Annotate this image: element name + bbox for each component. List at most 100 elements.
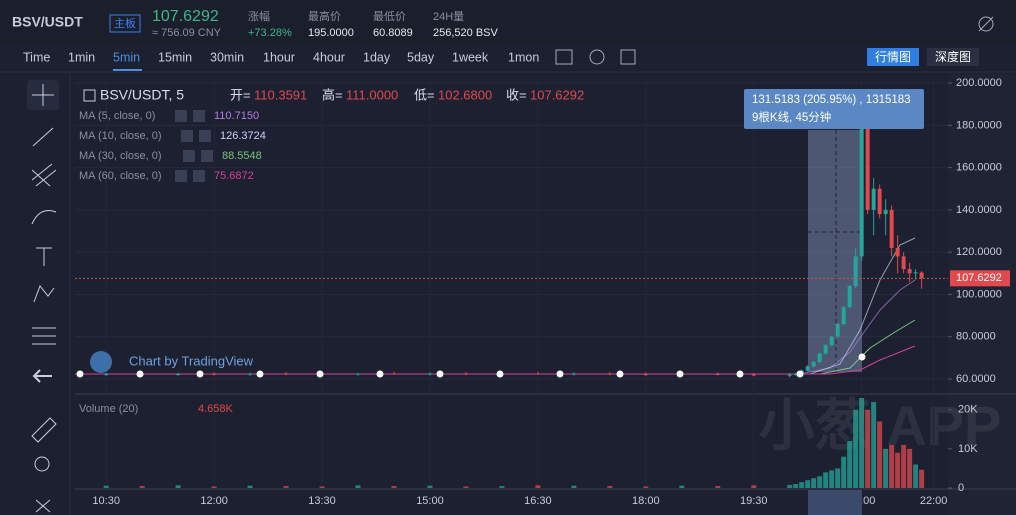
x-tick-label: 10:30 [92, 495, 120, 507]
interval[interactable]: 1week [452, 50, 489, 64]
ohlc-value: 110.3591 [254, 87, 307, 102]
candle-body [901, 256, 906, 270]
volume-bar [535, 485, 541, 488]
volume-bar [865, 409, 871, 488]
interval[interactable]: 1hour [263, 50, 295, 64]
volume-bar [319, 486, 325, 488]
ma5-line [75, 279, 916, 375]
zoom-tool[interactable] [34, 456, 50, 472]
ohlc-value: 107.6292 [530, 87, 584, 102]
back-tool[interactable] [32, 369, 52, 383]
cny-price: ≈ 756.09 CNY [152, 27, 222, 39]
view-button[interactable] [927, 48, 979, 66]
ma-close[interactable] [193, 110, 205, 122]
ma-settings[interactable] [175, 110, 187, 122]
candle-body [829, 336, 834, 346]
ma-name: MA (10, close, 0) [79, 130, 162, 142]
volume-bar [889, 444, 895, 488]
x-tick-label: 15:00 [416, 495, 444, 507]
sidebar-bg [0, 74, 68, 515]
volume-bar [211, 486, 217, 488]
candle-body [811, 362, 816, 367]
interval[interactable]: 1day [363, 50, 391, 64]
prediction-tool[interactable] [32, 327, 56, 345]
interval[interactable]: 1mon [508, 50, 539, 64]
fib-tool[interactable] [31, 163, 57, 187]
volume-bar [895, 452, 901, 488]
candle-body [913, 272, 918, 274]
volume-bar [829, 470, 835, 488]
candle-body [877, 188, 882, 215]
ma-settings[interactable] [181, 130, 193, 142]
collapse-icon[interactable] [83, 89, 96, 102]
volume-bar [715, 486, 721, 488]
screenshot-icon[interactable] [620, 49, 636, 65]
volume-bar [175, 485, 181, 488]
ma-close[interactable] [199, 130, 211, 142]
volume-bar [391, 486, 397, 488]
candle-body [571, 373, 576, 375]
interval[interactable]: 15min [158, 50, 192, 64]
measure-area [808, 130, 862, 372]
pattern-tool[interactable] [33, 285, 55, 303]
view-button[interactable] [867, 48, 919, 66]
volume-bar [793, 484, 799, 488]
volume-bar [463, 486, 469, 488]
header-bar [0, 0, 1016, 44]
volume-bar [607, 486, 613, 488]
ruler-tool[interactable] [31, 417, 57, 443]
remove-tool[interactable] [35, 499, 51, 513]
interval[interactable]: Time [23, 50, 50, 64]
candle-body [889, 209, 894, 248]
volume-bar [751, 485, 757, 488]
interval[interactable]: 5min [113, 50, 140, 64]
ohlc-label: 低= [414, 87, 435, 102]
ma-settings[interactable] [183, 150, 195, 162]
ma-close[interactable] [201, 150, 213, 162]
ma-value: 110.7150 [214, 110, 259, 122]
tooltip-line: 131.5183 (205.95%) , 1315183 [752, 94, 911, 106]
ma-value: 88.5548 [222, 150, 262, 162]
ma-name: MA (5, close, 0) [79, 110, 155, 122]
candle-body [865, 125, 870, 210]
candle-body [859, 125, 864, 257]
stat-value: 256,520 BSV [433, 27, 498, 39]
volume-bar [913, 464, 919, 488]
volume-bar [823, 472, 829, 488]
x-tick-label: 22:00 [920, 495, 948, 507]
share-icon[interactable] [978, 16, 994, 32]
interval[interactable]: 4hour [313, 50, 345, 64]
ma-close[interactable] [193, 170, 205, 182]
volume-bar [499, 486, 505, 488]
y2-tick-label: 10K [958, 443, 978, 455]
interval[interactable]: 5day [407, 50, 435, 64]
volume-bar [883, 448, 889, 488]
brush-tool[interactable] [31, 210, 57, 225]
settings-icon[interactable] [589, 49, 605, 65]
interval[interactable]: 1min [68, 50, 95, 64]
time-range-highlight [808, 490, 862, 515]
interval[interactable]: 30min [210, 50, 244, 64]
ohlc-label: 开= [230, 87, 251, 102]
text-tool[interactable] [36, 247, 52, 266]
ma-value: 126.3724 [220, 130, 266, 142]
candle-body [643, 374, 648, 376]
candle-body [535, 373, 540, 375]
trendline-tool[interactable] [32, 127, 54, 147]
volume-bar [799, 482, 805, 488]
volume-bar [787, 484, 793, 488]
tv-logo [90, 351, 112, 373]
candle-body [751, 374, 756, 376]
y2-tick-label: 20K [958, 404, 978, 416]
volume-bar [919, 469, 925, 488]
volume-bar [139, 486, 145, 488]
candle-body [895, 247, 900, 257]
candle-body [847, 285, 852, 308]
ma-settings[interactable] [175, 170, 187, 182]
tooltip-line: 9根K线, 45分钟 [752, 110, 831, 124]
indicator-icon[interactable] [555, 49, 573, 65]
y-tick-label: 60.0000 [956, 373, 996, 385]
stat-label: 最低价 [373, 10, 406, 23]
tooltip-box [744, 89, 924, 129]
ma-value: 75.6872 [214, 170, 254, 182]
